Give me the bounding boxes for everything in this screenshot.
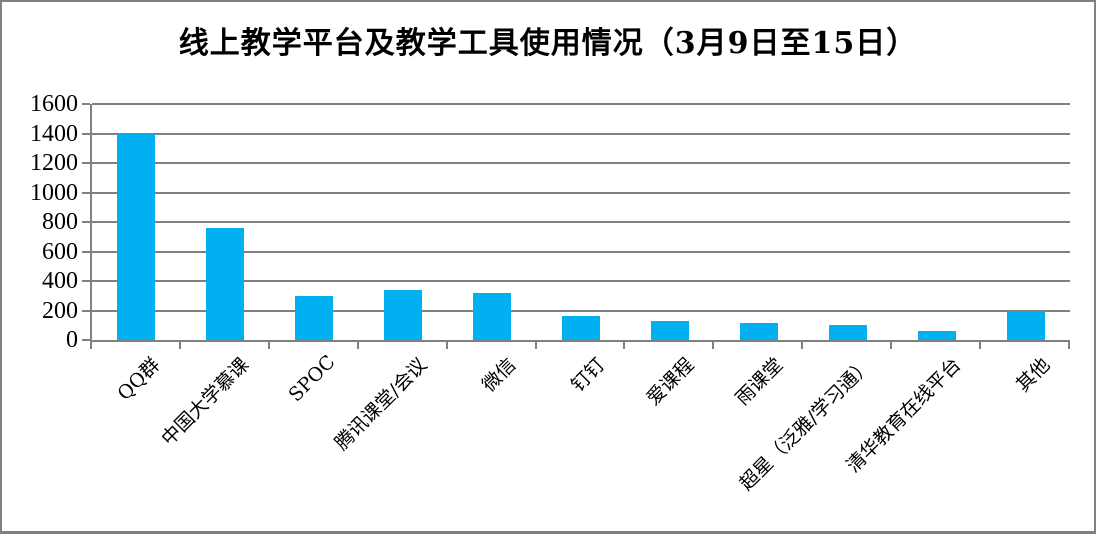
y-axis-label: 800 (42, 209, 78, 235)
bar (1006, 310, 1045, 340)
gridline (92, 280, 1070, 282)
bar (384, 289, 423, 340)
y-axis-label: 600 (42, 238, 78, 265)
gridline (92, 221, 1070, 223)
x-axis-tick (979, 342, 982, 349)
y-axis-label: 1600 (30, 91, 78, 117)
bar (917, 331, 956, 340)
y-axis-tick (82, 103, 90, 105)
y-axis-label: 0 (66, 327, 78, 353)
bar (117, 133, 156, 340)
y-axis-tick (82, 132, 90, 135)
x-axis-tick (90, 342, 92, 349)
bar (295, 295, 334, 340)
y-axis-tick (82, 250, 90, 253)
x-axis-tick (445, 342, 448, 349)
y-axis-tick (82, 339, 90, 341)
x-axis-tick (623, 342, 626, 349)
x-axis-tick (534, 342, 537, 349)
y-axis-tick (82, 221, 90, 223)
bar (473, 292, 512, 340)
gridline (92, 250, 1070, 253)
gridline (92, 132, 1070, 135)
gridline (92, 191, 1070, 194)
bar (739, 323, 778, 340)
y-axis-tick (82, 191, 90, 194)
y-axis-tick (82, 280, 90, 282)
y-axis-tick (82, 162, 90, 164)
bar (650, 320, 689, 340)
gridline (92, 162, 1070, 164)
x-axis-tick (712, 342, 715, 349)
y-axis-label: 1200 (30, 150, 78, 176)
y-axis-label: 1400 (30, 120, 78, 147)
bar (828, 325, 867, 340)
x-axis-tick (356, 342, 359, 349)
bar (562, 315, 600, 340)
y-axis-tick (82, 309, 90, 312)
y-axis-label: 200 (42, 297, 78, 324)
plot-area (90, 103, 1070, 342)
x-axis-tick (1068, 342, 1070, 349)
x-axis-tick (890, 342, 893, 349)
gridline (92, 309, 1070, 312)
bar (206, 227, 245, 340)
gridline (92, 103, 1070, 105)
chart-title: 线上教学平台及教学工具使用情况（3月9日至15日） (178, 26, 918, 61)
x-axis-tick (178, 342, 181, 349)
x-axis-tick (801, 342, 804, 349)
x-axis-tick (267, 342, 270, 349)
y-axis-label: 400 (42, 268, 78, 294)
y-axis-label: 1000 (30, 179, 78, 206)
